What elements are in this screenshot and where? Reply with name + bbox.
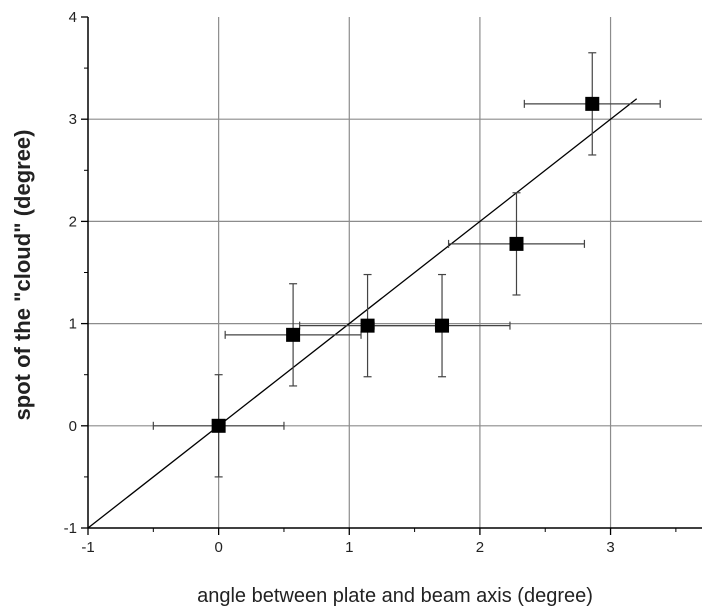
x-tick-label: 3 [606, 539, 614, 556]
data-point [435, 318, 450, 333]
data-point [286, 327, 301, 342]
grid-lines [88, 17, 702, 528]
x-axis-label: angle between plate and beam axis (degre… [197, 585, 593, 607]
y-tick-label: 3 [69, 111, 77, 128]
data-point [585, 96, 600, 111]
data-point [360, 318, 375, 333]
y-tick-label: 1 [69, 316, 77, 333]
x-tick-label: 0 [214, 539, 222, 556]
data-point [509, 236, 524, 251]
axes [81, 16, 702, 535]
data-markers [211, 96, 600, 433]
x-tick-label: 2 [476, 539, 484, 556]
y-tick-label: 4 [69, 9, 77, 26]
y-axis-label: spot of the "cloud" (degree) [10, 130, 35, 421]
error-bars [152, 52, 661, 478]
y-tick-label: -1 [64, 520, 77, 537]
y-tick-label: 0 [69, 418, 77, 435]
x-tick-label: 1 [345, 539, 353, 556]
x-tick-label: -1 [81, 539, 94, 556]
data-point [211, 418, 226, 433]
fit-line [87, 98, 638, 529]
fit-line-segment [87, 98, 638, 529]
y-tick-label: 2 [69, 213, 77, 230]
tick-labels: -1 0 1 2 3 -1 0 1 2 3 4 [64, 9, 615, 556]
